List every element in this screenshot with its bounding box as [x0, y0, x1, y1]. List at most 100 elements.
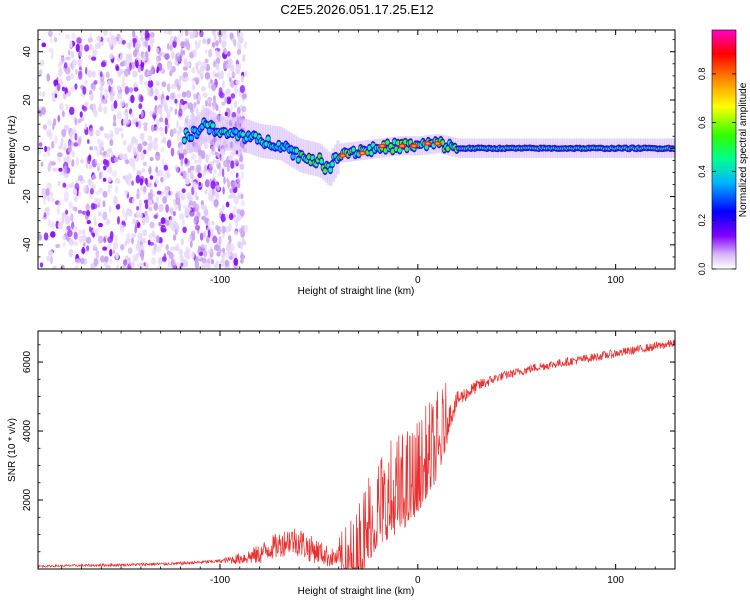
spectrogram-noise-cell — [49, 37, 53, 43]
spectrogram-noise-cell — [165, 95, 170, 101]
spectrogram-noise-cell — [213, 263, 219, 268]
spectrogram-noise-cell — [38, 142, 43, 147]
spectrogram-noise-cell — [230, 160, 235, 169]
spectrogram-noise-cell — [193, 77, 198, 82]
spectrogram-noise-cell — [100, 255, 105, 263]
snr-axes: -100 0 100 2000 4000 6000 — [22, 331, 676, 586]
spectrogram-noise-cell — [202, 92, 208, 98]
spectrogram-noise-cell — [112, 249, 115, 255]
spectrogram-noise-cell — [117, 57, 121, 62]
spectrogram-noise-cell — [102, 211, 108, 221]
spectrogram-noise-cell — [147, 44, 151, 53]
spectrogram-noise-cell — [197, 172, 202, 179]
spectrogram-noise-cell — [185, 90, 192, 98]
spectrogram-track-core — [330, 161, 335, 167]
spectrogram-noise-cell — [201, 61, 207, 70]
spectrogram-track-core — [205, 122, 210, 128]
spectrogram-noise-cell — [69, 132, 73, 141]
spectrogram-noise-cell — [138, 94, 143, 103]
spectrogram-noise-cell — [62, 235, 66, 240]
spectrogram-noise-cell — [239, 37, 244, 44]
spectrogram-noise-cell — [112, 121, 117, 127]
spectrogram-noise-cell — [43, 212, 47, 218]
spectrogram-noise-cell — [71, 32, 76, 40]
spectrogram-noise-cell — [129, 39, 134, 47]
spectrogram-noise-cell — [236, 48, 242, 56]
spectrogram-noise-cell — [70, 213, 74, 222]
spectrogram-noise-cell — [143, 262, 146, 267]
spectrogram-noise-cell — [120, 61, 124, 67]
spectrogram-noise-cell — [70, 52, 75, 59]
spectrogram-noise-cell — [233, 38, 237, 47]
spectrogram-noise-cell — [135, 121, 139, 128]
spectrogram-noise-cell — [62, 147, 66, 152]
spectrogram-noise-cell — [51, 140, 55, 149]
spectrogram-noise-cell — [233, 230, 239, 236]
spectrogram-noise-cell — [239, 156, 243, 163]
spectrogram-noise-cell — [94, 220, 97, 227]
spectrogram-noise-cell — [220, 213, 226, 223]
spectrogram-noise-cell — [60, 141, 64, 148]
spectrogram-noise-cell — [88, 54, 92, 60]
spectrogram-noise-cell — [211, 187, 215, 196]
spectrogram-noise-cell — [155, 126, 160, 132]
spectrogram-noise-cell — [161, 81, 167, 88]
spectrogram-noise-cell — [213, 199, 219, 207]
spectrogram-noise-cell — [103, 158, 108, 166]
spectrogram-noise-cell — [162, 136, 167, 144]
spectrogram-noise-cell — [182, 50, 186, 56]
spectrogram-noise-cell — [241, 110, 245, 119]
spectrogram-noise-cell — [198, 39, 202, 45]
spectrogram-noise-cell — [50, 231, 56, 238]
spectrogram-noise-cell — [87, 139, 90, 144]
spectrogram-noise-cell — [99, 142, 103, 149]
spectrogram-noise-cell — [59, 60, 63, 66]
spectrogram-noise-cell — [77, 175, 84, 182]
spectrogram-noise-cell — [149, 221, 155, 229]
spectrogram-noise-cell — [62, 110, 65, 117]
spectrogram-noise-cell — [240, 199, 245, 207]
spectrogram-noise-cell — [116, 111, 122, 120]
spectrogram-noise-cell — [202, 169, 206, 177]
spectrogram-noise-cell — [139, 232, 143, 242]
spectrogram-xtick-label: 0 — [415, 275, 421, 286]
spectrogram-noise-cell — [232, 205, 237, 215]
spectrogram-noise-cell — [202, 257, 207, 264]
spectrogram-noise-cell — [73, 231, 78, 240]
spectrogram-noise-cell — [227, 58, 233, 68]
spectrogram-noise-cell — [56, 76, 59, 84]
spectrogram-noise-cell — [63, 197, 69, 202]
spectrogram-noise-cell — [225, 259, 229, 268]
spectrogram-noise-cell — [194, 159, 199, 164]
spectrogram-noise-cell — [188, 31, 194, 36]
spectrogram-noise-cell — [212, 41, 216, 48]
spectrogram-noise-cell — [153, 214, 158, 219]
spectrogram-noise-cell — [38, 70, 43, 75]
spectrogram-noise-cell — [87, 155, 91, 165]
spectrogram-noise-cell — [43, 198, 46, 205]
spectrogram-noise-cell — [69, 72, 75, 80]
snr-ytick-label: 4000 — [22, 419, 33, 442]
spectrogram-noise-cell — [221, 253, 225, 259]
spectrogram-noise-cell — [178, 30, 184, 38]
spectrogram-noise-cell — [77, 209, 83, 214]
spectrogram-noise-cell — [76, 187, 79, 197]
spectrogram-noise-cell — [140, 110, 144, 119]
spectrogram-noise-cell — [106, 148, 113, 154]
spectrogram-ytick-label: 0 — [22, 145, 33, 151]
spectrogram-noise-cell — [136, 193, 140, 200]
spectrogram-noise-cell — [68, 183, 74, 189]
spectrogram-noise-cell — [135, 243, 140, 249]
spectrogram-noise-cell — [221, 41, 227, 48]
spectrogram-noise-cell — [39, 59, 45, 67]
spectrogram-noise-cell — [160, 131, 164, 137]
spectrogram-noise-cell — [57, 221, 63, 230]
spectrogram-track-core — [264, 141, 269, 147]
spectrogram-noise-cell — [176, 93, 182, 98]
spectrogram-noise-cell — [142, 161, 147, 166]
spectrogram-noise-cell — [160, 146, 165, 153]
spectrogram-noise-cell — [170, 246, 175, 251]
spectrogram-noise-cell — [185, 76, 190, 81]
spectrogram-noise-cell — [220, 258, 226, 267]
spectrogram-noise-cell — [155, 57, 159, 66]
